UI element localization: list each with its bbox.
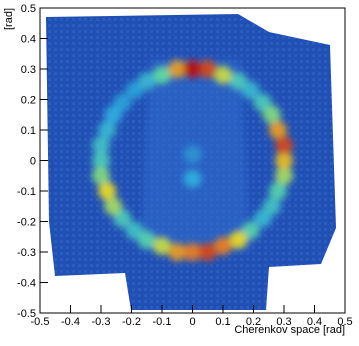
y-tick-label: -0.4: [17, 278, 36, 290]
y-tick-label: 0.2: [21, 95, 36, 107]
ring-marks: [92, 60, 293, 261]
histogram-cell: [183, 243, 202, 261]
histogram-cell: [104, 105, 123, 124]
y-tick-label: 0.5: [21, 3, 36, 15]
y-tick-label: 0: [30, 156, 36, 168]
histogram-cell: [92, 151, 110, 170]
y-tick-label: 0.4: [21, 34, 36, 46]
histogram-cell: [275, 136, 293, 155]
histogram-cell: [168, 60, 187, 78]
y-axis-label: [rad]: [3, 8, 15, 30]
x-tick-label: 0.1: [215, 316, 230, 328]
x-axis-label: Cherenkov space [rad]: [234, 324, 345, 336]
frame: [39, 7, 346, 314]
histogram-cell: [214, 236, 232, 255]
histogram-cell: [275, 166, 293, 185]
histogram-cell: [168, 243, 187, 261]
histogram-cell: [198, 60, 217, 78]
histogram-cell: [229, 72, 248, 91]
histogram-cell: [137, 72, 156, 91]
x-tick-label: 0.5: [337, 316, 352, 328]
histogram-cell: [198, 243, 217, 261]
histogram-cell: [153, 66, 171, 85]
histogram-cell: [262, 105, 281, 124]
histogram-cell: [153, 236, 171, 255]
histogram-cell: [275, 151, 293, 170]
y-tick-label: -0.1: [17, 186, 36, 198]
histogram-cell: [104, 197, 123, 216]
histogram-cell: [98, 182, 117, 200]
histogram-cell: [229, 230, 248, 249]
x-tick-label: 0.4: [307, 316, 322, 328]
histogram-cell: [137, 230, 156, 249]
x-tick-label: 0: [189, 316, 195, 328]
histogram-cell: [183, 60, 202, 78]
x-tick-label: -0.4: [61, 316, 80, 328]
x-tick-label: -0.1: [153, 316, 172, 328]
y-tick-label: 0.3: [21, 64, 36, 76]
histogram-cell: [183, 145, 202, 164]
y-tick-label: -0.3: [17, 247, 36, 259]
histogram-cell: [268, 121, 287, 139]
x-tick-label: 0.2: [246, 316, 261, 328]
x-tick-label: -0.3: [92, 316, 111, 328]
y-tick-label: -0.5: [17, 308, 36, 320]
histogram-cell: [262, 197, 281, 216]
histogram-cell: [98, 121, 117, 139]
y-tick-label: 0.1: [21, 125, 36, 137]
histogram-cell: [183, 169, 202, 188]
histogram-cell: [92, 136, 110, 155]
x-tick-label: 0.3: [276, 316, 291, 328]
x-tick-label: -0.5: [31, 316, 50, 328]
histogram-cell: [214, 66, 232, 85]
histogram-cell: [268, 182, 287, 200]
y-tick-label: -0.2: [17, 217, 36, 229]
x-tick-label: -0.2: [122, 316, 141, 328]
histogram-cell: [92, 166, 110, 185]
